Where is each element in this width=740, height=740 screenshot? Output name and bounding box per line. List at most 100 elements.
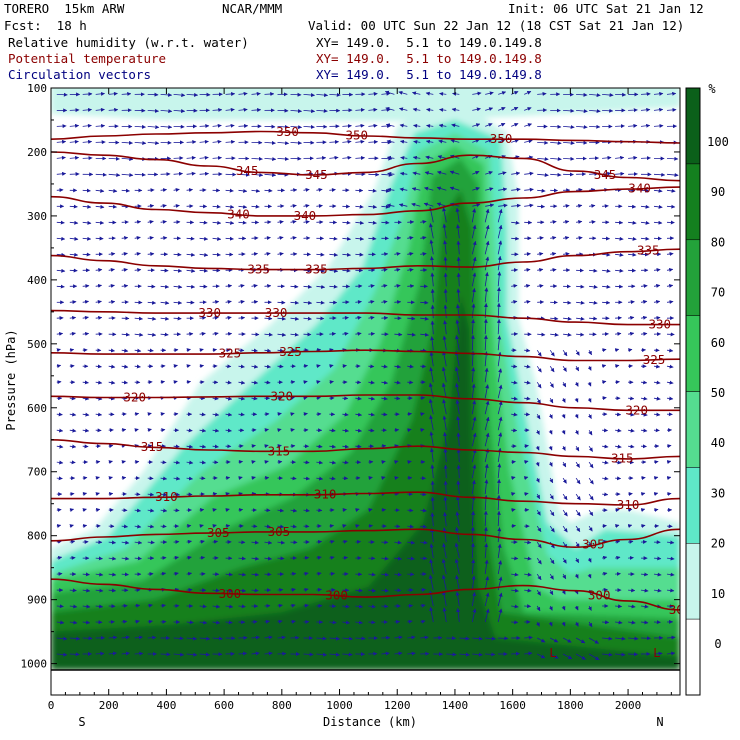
vector [407,220,415,225]
vector [472,107,481,112]
theta-label: 320 [123,390,146,405]
vector [173,284,183,289]
vector [550,124,562,129]
vector [355,123,365,128]
vector [225,204,235,209]
vector [497,271,502,287]
vector [147,235,154,240]
vector [628,331,635,336]
vector [69,555,76,560]
valid-time: Valid: 00 UTC Sun 22 Jan 12 (18 CST Sat … [308,18,685,33]
theta-label: 305 [207,525,230,540]
vector [160,92,173,97]
theta-label: 320 [625,402,648,417]
vector [225,236,234,241]
vector [290,412,295,417]
vector [303,220,310,224]
vector [290,203,297,208]
vector [536,397,541,404]
vector [653,283,661,288]
y-tick-label: 100 [27,82,47,95]
vector [653,268,661,272]
vector [471,383,476,399]
vector [420,251,427,256]
vector [471,272,477,287]
vector [251,107,262,112]
vector [69,412,77,417]
vector [290,316,300,321]
vector [602,284,611,289]
vector [589,300,598,305]
vector [628,348,633,353]
vector [524,187,534,192]
vector [587,398,592,403]
vector [436,186,447,191]
vector [225,220,235,225]
x-tick-label: 1000 [326,699,353,712]
vector [484,208,490,223]
vector [394,380,401,385]
vector [381,380,388,385]
vector [430,336,435,351]
vector [134,124,146,129]
vector [471,288,476,303]
vector [186,284,196,289]
vector [451,107,460,112]
vector [264,428,269,433]
vector [576,125,588,130]
north-label: N [656,715,663,729]
vector [511,268,518,273]
y-tick-label: 900 [27,594,47,607]
vector [381,396,388,401]
vector [303,284,312,289]
vector [430,320,435,335]
vector [407,267,414,272]
vector [277,124,289,129]
vector [549,381,554,388]
vector [277,651,287,656]
vector [537,332,546,337]
vector [355,299,362,304]
vector [69,108,80,113]
vector [173,380,178,385]
vector [277,172,289,177]
vector [640,92,651,97]
vector [56,604,64,609]
vector [147,203,155,208]
vector [108,252,116,256]
vector [173,316,182,321]
vector [186,587,193,592]
vector [511,220,520,225]
vector [420,300,429,305]
vector [290,348,297,353]
vector [251,204,260,209]
vector [186,171,196,176]
vector [56,139,67,144]
vector [186,380,191,385]
vector [251,283,258,288]
vector [368,139,378,144]
vector [342,315,349,320]
vector [173,508,180,513]
vector [82,396,90,401]
vector [264,172,277,177]
vector [147,316,157,321]
vector [264,364,271,369]
vector [147,428,152,433]
vector [368,236,377,241]
vector [615,124,625,129]
vector [147,252,155,257]
vector [238,220,247,225]
vector [576,92,588,97]
vector [277,235,284,240]
vector [212,396,219,401]
colorbar-tick-label: 30 [711,486,725,500]
vector [251,156,263,161]
vector [160,125,173,130]
vector [536,365,542,373]
vector [147,412,152,417]
vector [277,220,284,224]
vector [455,304,460,319]
vector [411,187,421,192]
vector [160,140,172,145]
